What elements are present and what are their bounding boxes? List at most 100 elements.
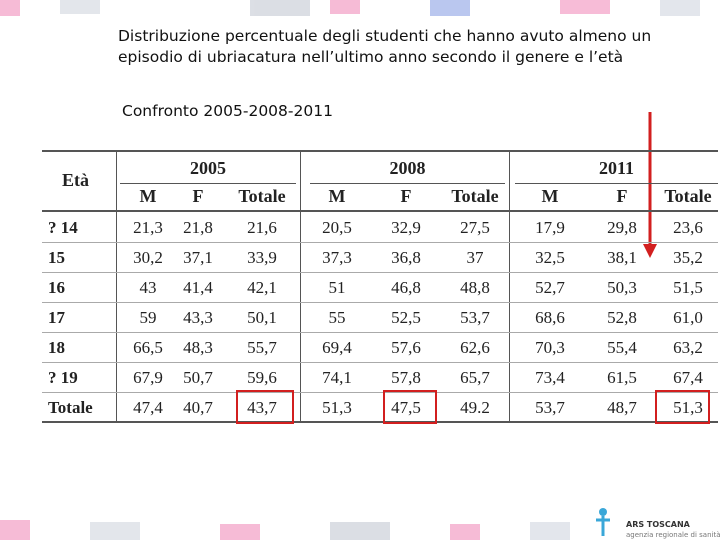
rule — [120, 183, 296, 184]
cell: 50,3 — [607, 278, 637, 297]
highlight — [655, 390, 710, 424]
title: Distribuzione percentuale degli studenti… — [118, 27, 652, 66]
cell: 49.2 — [460, 398, 490, 417]
highlight — [383, 390, 437, 424]
cell: 47,4 — [133, 398, 163, 417]
cell: 55,7 — [247, 338, 277, 357]
cell: 30,2 — [133, 248, 163, 267]
cell: 53,7 — [535, 398, 565, 417]
rule — [42, 210, 718, 212]
cell: 55 — [328, 308, 346, 327]
cell: 20,5 — [322, 218, 352, 237]
cell: 66,5 — [133, 338, 163, 357]
cell: 52,8 — [607, 308, 637, 327]
cell: 52,7 — [535, 278, 565, 297]
year: 2008 — [389, 158, 426, 178]
column-header: F — [616, 186, 628, 206]
cell: 21,8 — [183, 218, 213, 237]
row-label: ? 14 — [48, 218, 78, 237]
highlight — [236, 390, 294, 424]
cell: 23,6 — [673, 218, 703, 237]
row-label: ? 19 — [48, 368, 78, 387]
column-header: M — [139, 186, 157, 206]
year: 2005 — [190, 158, 226, 178]
column-header: Totale — [451, 186, 499, 206]
cell: 32,9 — [391, 218, 421, 237]
cell: 17,9 — [535, 218, 565, 237]
cell: 21,6 — [247, 218, 277, 237]
rule — [42, 272, 718, 273]
column-header: F — [192, 186, 204, 206]
cell: 59 — [139, 308, 157, 327]
cell: 48,7 — [607, 398, 637, 417]
cell: 43,7 — [247, 398, 277, 417]
rule — [42, 150, 718, 152]
cell: 50,1 — [247, 308, 277, 327]
cell: 37,1 — [183, 248, 213, 267]
corner: Età — [62, 170, 89, 190]
cell: 48,8 — [460, 278, 490, 297]
cell: 57,6 — [391, 338, 421, 357]
rule — [310, 183, 505, 184]
row-label: Totale — [48, 398, 93, 417]
cell: 68,6 — [535, 308, 565, 327]
year: 2011 — [598, 158, 635, 178]
cell: 21,3 — [133, 218, 163, 237]
cell: 62,6 — [460, 338, 490, 357]
rule — [515, 183, 718, 184]
cell: 37 — [466, 248, 484, 267]
cell: 50,7 — [183, 368, 213, 387]
logo-tagline: agenzia regionale di sanità — [626, 531, 720, 539]
cell: 53,7 — [460, 308, 490, 327]
cell: 67,4 — [673, 368, 703, 387]
cell: 27,5 — [460, 218, 490, 237]
rule — [42, 242, 718, 243]
cell: 55,4 — [607, 338, 637, 357]
rule — [509, 150, 510, 422]
cell: 35,2 — [673, 248, 703, 267]
row-label: 15 — [48, 248, 65, 267]
cell: 36,8 — [391, 248, 421, 267]
subtitle: Confronto 2005-2008-2011 — [122, 102, 333, 120]
cell: 63,2 — [673, 338, 703, 357]
row-label: 18 — [48, 338, 65, 357]
cell: 51,5 — [673, 278, 703, 297]
cell: 59,6 — [247, 368, 277, 387]
rule — [42, 332, 718, 333]
cell: 51 — [328, 278, 346, 297]
cell: 52,5 — [391, 308, 421, 327]
cell: 74,1 — [322, 368, 352, 387]
cell: 61,0 — [673, 308, 703, 327]
cell: 29,8 — [607, 218, 637, 237]
cell: 33,9 — [247, 248, 277, 267]
cell: 32,5 — [535, 248, 565, 267]
logo-name: ARS TOSCANA — [626, 520, 690, 529]
rule — [42, 421, 718, 423]
cell: 47,5 — [391, 398, 421, 417]
cell: 51,3 — [322, 398, 352, 417]
cell: 41,4 — [183, 278, 213, 297]
cell: 51,3 — [673, 398, 703, 417]
cell: 73,4 — [535, 368, 565, 387]
cell: 61,5 — [607, 368, 637, 387]
cell: 69,4 — [322, 338, 352, 357]
cell: 70,3 — [535, 338, 565, 357]
cell: 57,8 — [391, 368, 421, 387]
rule — [42, 302, 718, 303]
column-header: Totale — [664, 186, 712, 206]
column-header: M — [328, 186, 346, 206]
row-label: 16 — [48, 278, 65, 297]
cell: 48,3 — [183, 338, 213, 357]
column-header: F — [400, 186, 412, 206]
cell: 46,8 — [391, 278, 421, 297]
cell: 38,1 — [607, 248, 637, 267]
column-header: M — [541, 186, 559, 206]
column-header: Totale — [238, 186, 286, 206]
cell: 42,1 — [247, 278, 277, 297]
cell: 67,9 — [133, 368, 163, 387]
cell: 40,7 — [183, 398, 213, 417]
rule — [300, 150, 301, 422]
cell: 65,7 — [460, 368, 490, 387]
